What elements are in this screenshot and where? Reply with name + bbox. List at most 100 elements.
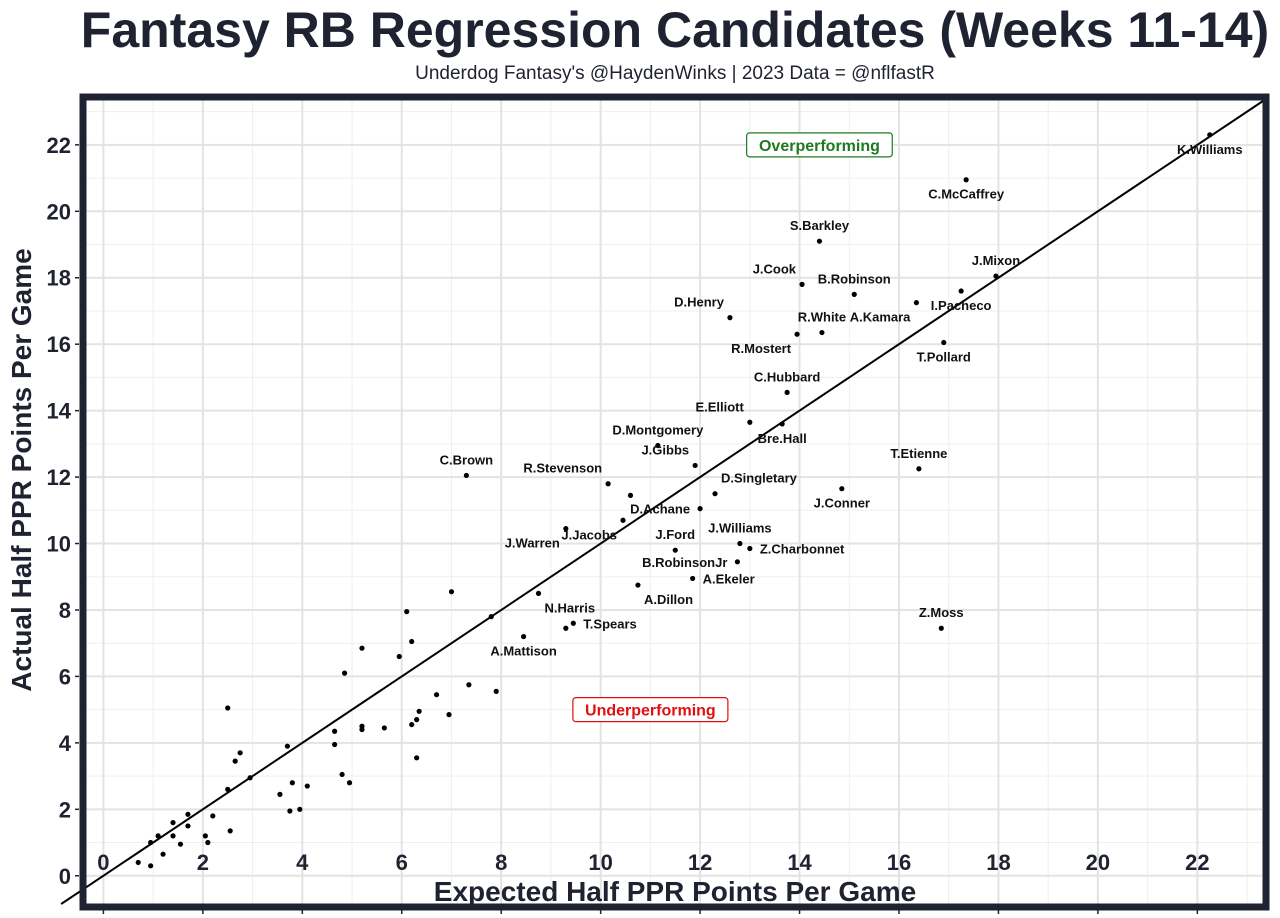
data-point [819, 329, 825, 336]
data-point [247, 775, 253, 781]
y-axis-ticks: 0 2 4 6 8 10 12 14 16 18 20 22 [47, 133, 79, 889]
data-point [993, 273, 999, 279]
data-point [289, 780, 295, 786]
data-point [712, 491, 718, 497]
data-point [493, 688, 499, 694]
data-point [816, 238, 823, 244]
point-label: R.Mostert [731, 341, 792, 356]
data-point [205, 839, 211, 846]
point-label: A.Ekeler [703, 571, 755, 586]
underperforming-annotation: Underperforming [585, 703, 716, 720]
data-point [332, 728, 338, 734]
point-label: R.White [798, 310, 846, 325]
data-point [160, 851, 166, 857]
data-point [433, 692, 440, 698]
data-point [297, 806, 303, 812]
point-label: B.Robinson [818, 271, 891, 286]
data-point [1207, 132, 1213, 138]
data-point [409, 638, 415, 645]
point-label: R.Stevenson [523, 461, 602, 476]
point-label: J.Cook [753, 261, 797, 276]
point-label: C.Hubbard [754, 369, 821, 384]
data-point [341, 670, 348, 676]
point-label: T.Spears [583, 616, 636, 631]
data-point [563, 625, 569, 631]
data-point [747, 545, 753, 552]
annotation-box [572, 697, 729, 723]
point-labels: K.Williams C.McCaffrey S.Barkley J.Mixon J.C… [440, 142, 1243, 659]
point-label: J.Williams [708, 521, 771, 536]
x-tick-label: 12 [688, 850, 712, 875]
point-label: J.Warren [505, 536, 560, 551]
data-points [135, 132, 1213, 869]
data-point [396, 653, 402, 660]
data-point [734, 559, 740, 565]
x-tick-label: 8 [495, 850, 507, 875]
data-point [227, 828, 233, 834]
data-point [941, 339, 947, 346]
data-point [232, 758, 238, 764]
data-point [148, 839, 154, 846]
data-point [339, 771, 345, 778]
data-point [794, 331, 800, 337]
point-label: N.Harris [544, 600, 595, 615]
data-point [963, 177, 969, 183]
annotations: Overperforming Underperforming [572, 132, 893, 723]
x-tick-label: 14 [787, 850, 812, 875]
point-label: A.Dillon [644, 592, 693, 607]
y-tick-label: 0 [59, 864, 71, 889]
y-tick-label: 8 [59, 598, 71, 623]
point-label: Z.Moss [919, 605, 964, 620]
data-point [520, 633, 527, 640]
data-point [416, 708, 422, 714]
x-tick-label: 16 [887, 850, 911, 875]
x-tick-label: 2 [197, 850, 209, 875]
data-point [170, 820, 176, 826]
data-point [277, 791, 283, 797]
point-label: D.Montgomery [612, 423, 704, 438]
y-tick-label: 10 [47, 532, 71, 557]
point-label: B.RobinsonJr [642, 555, 727, 570]
data-point [332, 741, 338, 748]
x-tick-label: 18 [986, 850, 1010, 875]
point-label: J.Conner [814, 496, 870, 511]
data-point [446, 712, 452, 718]
data-point [202, 833, 208, 839]
data-point [697, 506, 703, 512]
point-label: D.Achane [630, 502, 690, 517]
data-point [784, 389, 790, 395]
data-point [414, 717, 420, 723]
data-point [839, 486, 845, 492]
point-label: J.Ford [655, 527, 695, 542]
y-tick-label: 22 [47, 133, 71, 158]
data-point [727, 315, 733, 321]
data-point [381, 725, 387, 731]
data-point [938, 625, 944, 631]
data-point [692, 462, 698, 469]
chart-title: Fantasy RB Regression Candidates (Weeks … [80, 2, 1270, 58]
data-point [284, 743, 290, 749]
data-point [170, 833, 176, 839]
data-point [185, 811, 191, 817]
data-point [346, 780, 353, 786]
point-label: K.Williams [1177, 142, 1243, 157]
data-point [627, 492, 634, 498]
overperforming-annotation: Overperforming [759, 138, 880, 155]
data-point [135, 859, 141, 866]
point-label: C.McCaffrey [928, 187, 1005, 202]
x-tick-label: 10 [588, 850, 612, 875]
point-label: D.Singletary [721, 471, 798, 486]
data-point [225, 786, 231, 792]
data-point [535, 590, 542, 596]
data-point [466, 682, 472, 688]
x-tick-label: 0 [97, 850, 109, 875]
data-point [409, 721, 415, 728]
point-label: J.Mixon [972, 253, 1020, 268]
data-point [635, 582, 641, 588]
point-label: J.Gibbs [641, 442, 689, 457]
x-tick-label: 4 [296, 850, 309, 875]
x-tick-label: 22 [1185, 850, 1209, 875]
data-point [463, 472, 469, 479]
data-point [570, 620, 576, 626]
data-point [737, 540, 743, 547]
